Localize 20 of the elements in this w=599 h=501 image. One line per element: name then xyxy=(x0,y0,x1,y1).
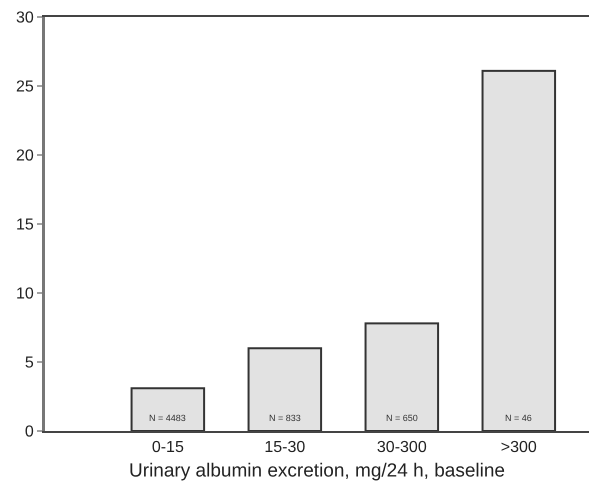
y-tick-label: 10 xyxy=(16,286,34,303)
annotation: N = 650 xyxy=(386,413,418,423)
y-tick-label: 5 xyxy=(24,354,34,372)
annotation: N = 4483 xyxy=(149,413,186,423)
x-tick-label: 15-30 xyxy=(264,439,306,456)
bar xyxy=(248,347,322,431)
x-tick-label: 0-15 xyxy=(152,439,184,456)
x-tick-label: 30-300 xyxy=(376,439,427,456)
y-tick-label: 15 xyxy=(16,216,34,234)
x-tick-label: >300 xyxy=(500,439,537,456)
y-tick-label: 20 xyxy=(16,148,34,165)
x-axis-title: Urinary albumin excretion, mg/24 h, baseline xyxy=(129,460,505,482)
y-tick-label: 0 xyxy=(24,424,34,441)
bar xyxy=(130,387,206,431)
y-tick-label: 30 xyxy=(16,10,34,27)
annotation: N = 833 xyxy=(269,413,301,423)
annotation: N = 46 xyxy=(505,413,532,423)
y-tick-label: 25 xyxy=(16,78,34,96)
bar xyxy=(482,70,556,431)
bar xyxy=(364,322,440,431)
